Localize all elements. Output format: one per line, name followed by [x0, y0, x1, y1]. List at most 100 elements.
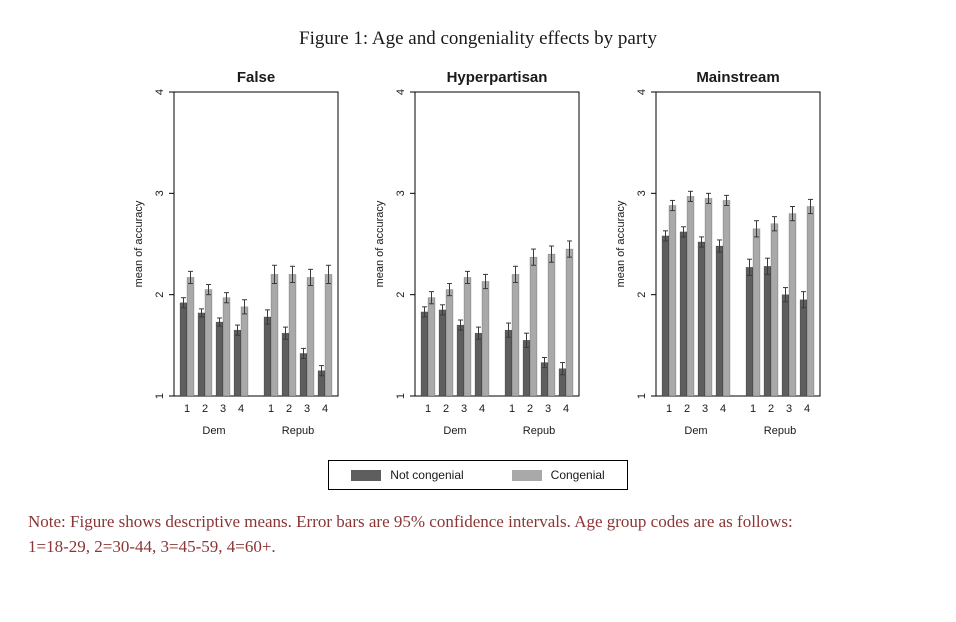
bar-congenial [788, 213, 796, 397]
x-tick-label: 3 [701, 403, 707, 415]
bar-congenial [204, 289, 212, 397]
panel-title: Mainstream [696, 69, 779, 86]
x-tick-label: 4 [478, 403, 484, 415]
chart-panel-false: False mean of accuracy 1 2 3 4 1 2 3 4 Dem 1 2 3 4 Repu… [130, 66, 345, 446]
y-axis-label: mean of accuracy [133, 200, 145, 287]
legend-item-congenial: Congenial [511, 468, 605, 482]
y-tick-label: 2 [395, 292, 407, 298]
bar-congenial [270, 274, 278, 397]
x-tick-label: 1 [267, 403, 273, 415]
plot-border [655, 91, 820, 397]
x-tick-label: 3 [460, 403, 466, 415]
bar-congenial [704, 198, 712, 397]
figure-note: Note: Figure shows descriptive means. Er… [28, 510, 928, 559]
bar-congenial [288, 274, 296, 397]
x-tick-label: 2 [285, 403, 291, 415]
x-tick-label: 1 [749, 403, 755, 415]
bar-not-congenial [715, 245, 723, 397]
bar-congenial [529, 256, 537, 397]
bar-not-congenial [697, 241, 705, 397]
y-tick-label: 2 [154, 292, 166, 298]
x-tick-label: 3 [785, 403, 791, 415]
group-label: Repub [281, 425, 313, 437]
x-tick-label: 1 [508, 403, 514, 415]
chart-panels: False mean of accuracy 1 2 3 4 1 2 3 4 Dem 1 2 3 4 Repu… [0, 66, 956, 446]
x-tick-label: 2 [767, 403, 773, 415]
group-label: Repub [522, 425, 554, 437]
bar-not-congenial [522, 340, 530, 397]
bar-not-congenial [263, 316, 271, 397]
bar-congenial [752, 228, 760, 397]
bar-congenial [427, 297, 435, 397]
x-tick-label: 4 [803, 403, 809, 415]
bar-not-congenial [474, 332, 482, 397]
bar-congenial [463, 277, 471, 397]
bar-congenial [668, 205, 676, 397]
y-tick-label: 1 [395, 393, 407, 399]
bar-congenial [306, 277, 314, 397]
legend-box: Not congenial Congenial [328, 460, 628, 490]
figure-title: Figure 1: Age and congeniality effects b… [299, 28, 657, 49]
bar-not-congenial [179, 302, 187, 397]
figure-note-line-2: 1=18-29, 2=30-44, 3=45-59, 4=60+. [28, 536, 276, 556]
legend-label-congenial: Congenial [550, 468, 605, 482]
bar-congenial [240, 306, 248, 397]
y-axis-label: mean of accuracy [374, 200, 386, 287]
bar-congenial [686, 196, 694, 397]
bar-congenial [722, 200, 730, 397]
legend-swatch-congenial [511, 469, 542, 481]
bar-not-congenial [799, 299, 807, 397]
chart-panel-mainstream: Mainstream mean of accuracy 1 2 3 4 1 2 3 4 Dem 1 2 3… [612, 66, 827, 446]
y-tick-label: 1 [636, 393, 648, 399]
bar-congenial [445, 289, 453, 397]
bar-congenial [511, 274, 519, 397]
bar-not-congenial [781, 294, 789, 397]
y-tick-label: 1 [154, 393, 166, 399]
x-tick-label: 4 [562, 403, 568, 415]
x-tick-label: 4 [321, 403, 327, 415]
y-tick-label: 3 [154, 190, 166, 196]
chart-panel-hyperpartisan: Hyperpartisan mean of accuracy 1 2 3 4 1 2 3 4 Dem… [371, 66, 586, 446]
legend-row: Not congenial Congenial [0, 460, 956, 490]
group-label: Repub [763, 425, 795, 437]
panel-title: Hyperpartisan [446, 69, 547, 86]
bar-not-congenial [281, 332, 289, 397]
bar-congenial [806, 206, 814, 397]
bar-not-congenial [456, 324, 464, 397]
bar-not-congenial [679, 231, 687, 397]
bar-congenial [222, 297, 230, 397]
y-axis-label: mean of accuracy [615, 200, 627, 287]
legend-swatch-not-congenial [351, 469, 382, 481]
bar-not-congenial [215, 321, 223, 397]
y-tick-label: 4 [154, 89, 166, 95]
bar-congenial [324, 274, 332, 397]
y-tick-label: 3 [636, 190, 648, 196]
group-label: Dem [202, 425, 225, 437]
x-tick-label: 1 [183, 403, 189, 415]
plot-border [414, 91, 579, 397]
bar-congenial [547, 253, 555, 397]
bar-congenial [770, 223, 778, 397]
plot-border [173, 91, 338, 397]
bar-not-congenial [438, 309, 446, 397]
bar-not-congenial [197, 312, 205, 397]
legend-label-not-congenial: Not congenial [390, 468, 464, 482]
x-tick-label: 3 [544, 403, 550, 415]
bar-not-congenial [299, 353, 307, 397]
group-label: Dem [684, 425, 707, 437]
x-tick-label: 2 [201, 403, 207, 415]
bar-not-congenial [763, 266, 771, 397]
x-tick-label: 4 [719, 403, 725, 415]
x-tick-label: 2 [683, 403, 689, 415]
y-tick-label: 3 [395, 190, 407, 196]
legend-item-not-congenial: Not congenial [351, 468, 464, 482]
group-label: Dem [443, 425, 466, 437]
y-tick-label: 4 [636, 89, 648, 95]
x-tick-label: 2 [442, 403, 448, 415]
x-tick-label: 1 [424, 403, 430, 415]
x-tick-label: 1 [665, 403, 671, 415]
